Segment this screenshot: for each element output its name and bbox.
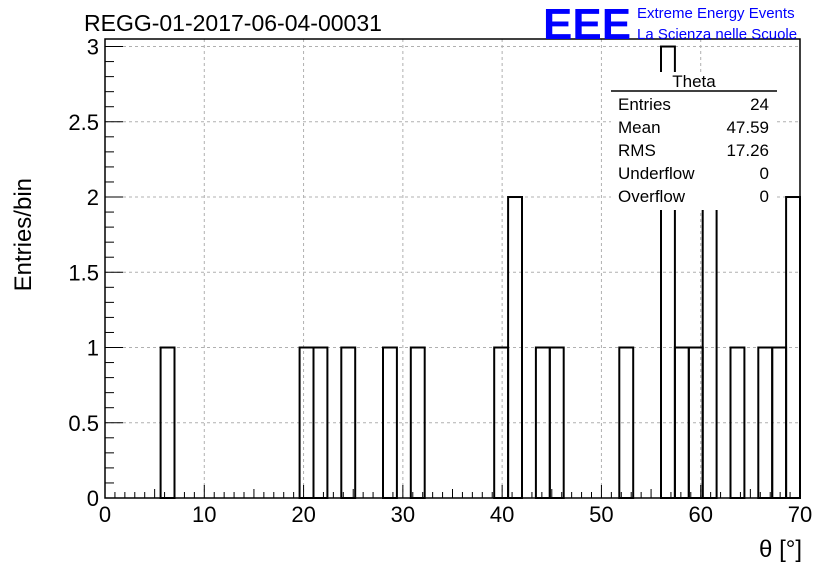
stats-row-label: Overflow [618,187,686,206]
stats-box: Theta Entries 24 Mean 47.59 RMS 17.26 Underflo… [611,72,777,210]
y-tick-label: 2 [87,185,99,210]
axis-ticks [104,46,801,499]
y-tick-label: 1 [87,336,99,361]
y-tick-label: 3 [87,35,99,60]
x-tick-labels: 0 10 20 30 40 50 60 70 [99,502,812,527]
stats-row-label: Entries [618,95,671,114]
y-tick-labels: 0 0.5 1 1.5 2 2.5 3 [68,35,99,511]
stats-box-title: Theta [672,72,716,91]
x-tick-label: 60 [688,502,712,527]
x-axis-label: θ [°] [759,536,802,563]
x-tick-label: 20 [291,502,315,527]
y-tick-label: 1.5 [68,260,99,285]
eee-logo: EEE Extreme Energy Events La Scienza nel… [543,0,797,49]
x-tick-label: 10 [192,502,216,527]
y-axis-label: Entries/bin [10,178,37,291]
stats-row-label: Mean [618,118,661,137]
chart-title: REGG-01-2017-06-04-00031 [84,10,382,36]
logo-mark: EEE [543,0,631,49]
logo-line-2: La Scienza nelle Scuole [637,26,797,43]
grid-lines [105,39,800,498]
y-tick-label: 0 [87,486,99,511]
stats-rows: Entries 24 Mean 47.59 RMS 17.26 Underflow 0 Over… [618,95,769,206]
stats-row-label: RMS [618,141,656,160]
stats-row-value: 47.59 [726,118,769,137]
x-tick-label: 40 [490,502,514,527]
stats-row-value: 17.26 [726,141,769,160]
stats-row-value: 24 [750,95,769,114]
logo-line-1: Extreme Energy Events [637,5,795,22]
x-tick-label: 30 [391,502,415,527]
x-tick-label: 70 [788,502,812,527]
y-tick-label: 0.5 [68,411,99,436]
stats-row-value: 0 [760,164,769,183]
stats-box-background [611,72,777,210]
stats-row-value: 0 [760,187,769,206]
x-tick-label: 0 [99,502,111,527]
x-tick-label: 50 [589,502,613,527]
y-tick-label: 2.5 [68,110,99,135]
stats-row-label: Underflow [618,164,695,183]
